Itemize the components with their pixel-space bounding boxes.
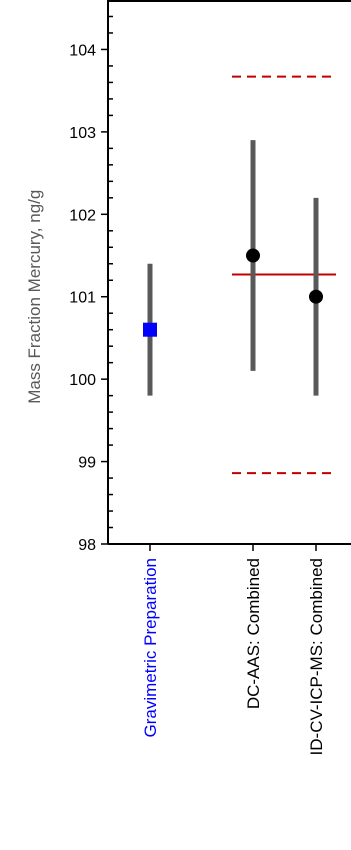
y-tick-label: 101	[69, 290, 96, 307]
y-tick-label: 103	[69, 125, 96, 142]
x-category-label: DC-AAS: Combined	[244, 558, 263, 709]
x-category-label: Gravimetric Preparation	[141, 558, 160, 738]
plot-area: 98 99 100 101 102 103 104	[69, 0, 351, 554]
y-tick-label: 99	[78, 455, 96, 472]
y-tick-label: 104	[69, 42, 96, 59]
y-tick-label: 100	[69, 372, 96, 389]
data-point-square	[143, 322, 157, 337]
data-point-circle	[309, 289, 323, 304]
y-axis-label: Mass Fraction Mercury, ng/g	[25, 190, 44, 404]
x-category-label: ID-CV-ICP-MS: Combined	[307, 558, 326, 755]
y-tick-label: 98	[78, 537, 96, 554]
y-tick-label: 102	[69, 207, 96, 224]
data-point-circle	[246, 248, 260, 263]
